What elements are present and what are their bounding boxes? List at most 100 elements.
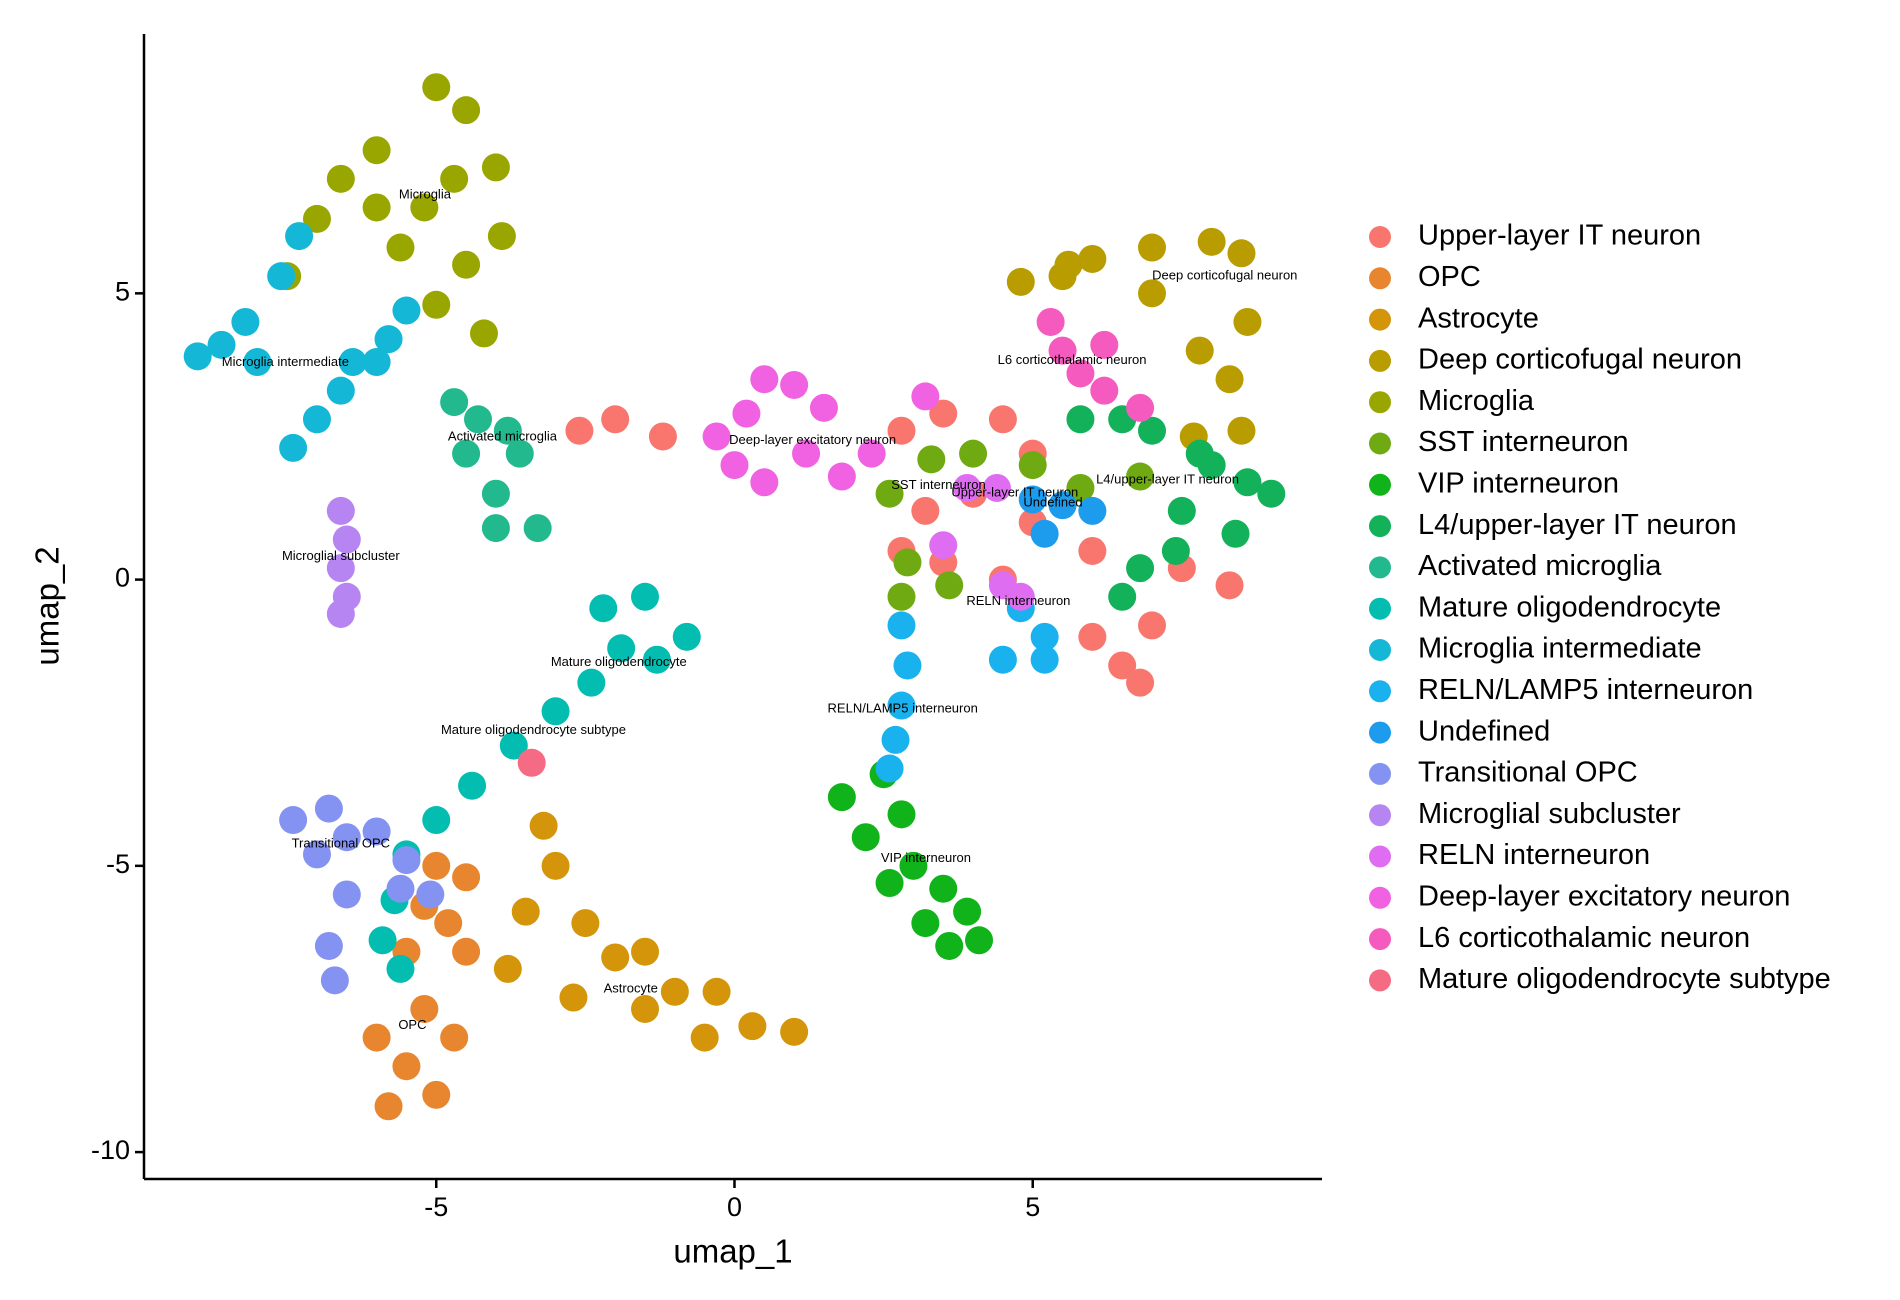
- point: [1126, 462, 1155, 491]
- point: [953, 473, 982, 502]
- point: [929, 874, 958, 903]
- point: [642, 645, 671, 674]
- point: [887, 611, 916, 640]
- point: [416, 880, 445, 909]
- legend-swatch: [1369, 226, 1391, 248]
- x-tick-label: -5: [424, 1192, 448, 1222]
- point: [672, 622, 701, 651]
- point: [481, 479, 510, 508]
- x-tick-label: 0: [727, 1192, 742, 1222]
- point: [517, 748, 546, 777]
- point: [392, 296, 421, 325]
- legend-swatch: [1369, 928, 1391, 951]
- legend-label: Activated microglia: [1418, 550, 1662, 582]
- point: [183, 342, 212, 371]
- point: [631, 994, 660, 1023]
- point: [410, 193, 439, 222]
- point: [362, 1023, 391, 1052]
- point: [1227, 416, 1256, 445]
- point: [326, 164, 355, 193]
- legend-label: Mature oligodendrocyte: [1418, 591, 1721, 623]
- legend-label: L6 corticothalamic neuron: [1418, 922, 1750, 954]
- point: [1138, 416, 1167, 445]
- point: [959, 439, 988, 468]
- point: [368, 926, 397, 955]
- point: [1066, 473, 1095, 502]
- point: [965, 926, 994, 955]
- cluster-label: Mature oligodendrocyte: [551, 654, 687, 669]
- legend-label: Deep-layer excitatory neuron: [1418, 880, 1790, 912]
- point: [469, 319, 498, 348]
- point: [362, 193, 391, 222]
- legend-swatch: [1369, 349, 1391, 372]
- cluster-label: Deep corticofugal neuron: [1152, 268, 1297, 283]
- y-tick-label: -10: [91, 1135, 130, 1165]
- point: [1048, 491, 1077, 520]
- cluster-label: L6 corticothalamic neuron: [998, 352, 1147, 367]
- point: [857, 439, 886, 468]
- point: [338, 348, 367, 377]
- point: [434, 909, 463, 938]
- point: [1167, 496, 1196, 525]
- point: [314, 931, 343, 960]
- point: [1227, 239, 1256, 268]
- point: [1197, 227, 1226, 256]
- legend-label: RELN/LAMP5 interneuron: [1418, 674, 1753, 706]
- point: [631, 582, 660, 611]
- point: [231, 307, 260, 336]
- cluster-label: Upper-layer IT neuron: [951, 485, 1078, 500]
- point: [893, 651, 922, 680]
- legend-swatch: [1369, 556, 1391, 579]
- point: [452, 250, 481, 279]
- point: [571, 909, 600, 938]
- y-tick-label: 0: [115, 563, 130, 593]
- point: [1108, 651, 1137, 680]
- point: [392, 1052, 421, 1081]
- point: [875, 479, 904, 508]
- point: [422, 290, 451, 319]
- point: [577, 668, 606, 697]
- point: [917, 445, 946, 474]
- point: [458, 771, 487, 800]
- legend-label: Astrocyte: [1418, 302, 1539, 334]
- point: [493, 416, 522, 445]
- point: [1066, 359, 1095, 388]
- cluster-label: OPC: [398, 1017, 426, 1032]
- point: [499, 731, 528, 760]
- y-tick-label: -5: [106, 849, 130, 879]
- legend-label: L4/upper-layer IT neuron: [1418, 509, 1737, 541]
- legend-swatch: [1369, 267, 1391, 290]
- point: [487, 222, 516, 251]
- legend-swatch: [1369, 515, 1391, 538]
- point: [541, 851, 570, 880]
- point: [314, 794, 343, 823]
- point: [1215, 571, 1244, 600]
- point: [1126, 668, 1155, 697]
- point: [386, 233, 415, 262]
- point: [386, 874, 415, 903]
- point: [702, 977, 731, 1006]
- point: [720, 451, 749, 480]
- point: [267, 262, 296, 291]
- point: [1138, 611, 1167, 640]
- cluster-label: VIP interneuron: [881, 850, 971, 865]
- point: [589, 594, 618, 623]
- point: [440, 388, 469, 417]
- point: [374, 1092, 403, 1121]
- point: [511, 897, 540, 926]
- legend-label: Undefined: [1418, 715, 1550, 747]
- point: [660, 977, 689, 1006]
- point: [302, 405, 331, 434]
- point: [881, 725, 910, 754]
- legend-label: Transitional OPC: [1418, 757, 1638, 789]
- legend-label: Upper-layer IT neuron: [1418, 220, 1701, 252]
- point: [809, 393, 838, 422]
- point: [648, 422, 677, 451]
- point: [1030, 519, 1059, 548]
- point: [851, 823, 880, 852]
- legend-swatch: [1369, 391, 1391, 414]
- cluster-label: Microglia: [399, 186, 452, 201]
- point: [362, 348, 391, 377]
- point: [1054, 250, 1083, 279]
- point: [493, 954, 522, 983]
